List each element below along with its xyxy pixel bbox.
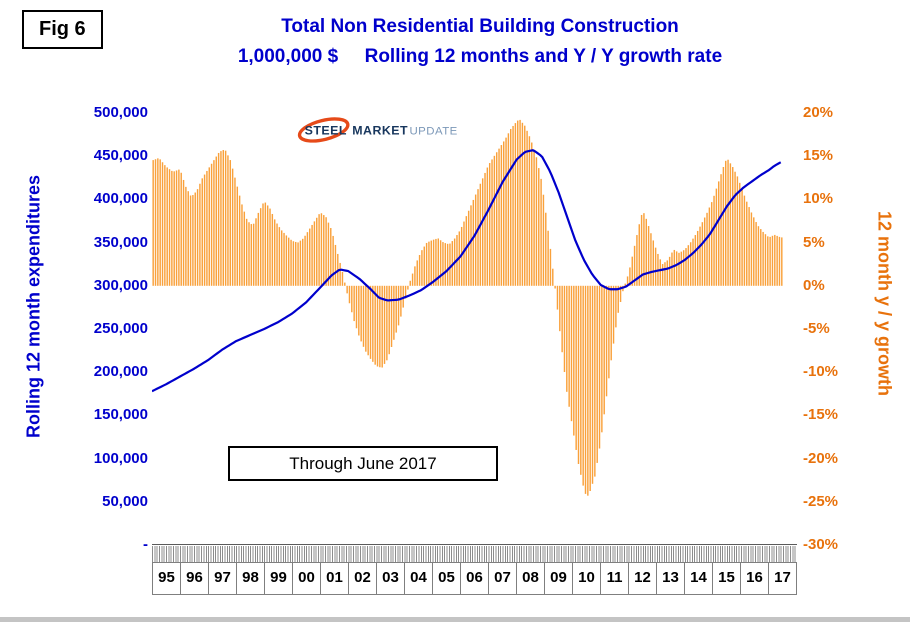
chart-plot [152, 119, 797, 545]
left-axis-tick: 100,000 [93, 449, 148, 467]
left-axis-tick: 200,000 [93, 363, 148, 381]
figure-label: Fig 6 [22, 10, 103, 49]
left-axis-tick: - [143, 536, 148, 553]
left-axis-tick: 500,000 [93, 104, 148, 121]
x-axis-minor-ticks [152, 546, 797, 562]
left-axis-tick: 400,000 [93, 190, 148, 208]
right-axis-tick: 0% [803, 276, 825, 294]
logo-swoosh-icon [297, 117, 350, 143]
x-axis-year-label: 14 [684, 563, 712, 594]
x-axis-year-label: 09 [544, 563, 572, 594]
x-axis-year-label: 07 [488, 563, 516, 594]
left-axis-tick: 250,000 [93, 320, 148, 337]
x-axis-year-label: 04 [404, 563, 432, 594]
right-axis-title: 12 month y / y growth [874, 210, 895, 397]
x-axis-year-label: 98 [236, 563, 264, 594]
left-axis-title: Rolling 12 month expenditures [23, 174, 44, 439]
left-axis-tick: 450,000 [93, 147, 148, 165]
x-axis-year-label: 96 [180, 563, 208, 594]
x-axis-year-label: 02 [348, 563, 376, 594]
x-axis-year-label: 99 [264, 563, 292, 594]
expenditure-line [152, 149, 782, 393]
right-axis-tick: 10% [803, 190, 834, 208]
annotation-through-date: Through June 2017 [228, 446, 498, 481]
x-axis-year-label: 11 [600, 563, 628, 594]
chart-title-line1: Total Non Residential Building Construct… [281, 16, 679, 37]
window-edge [0, 617, 910, 622]
left-axis-tick: 50,000 [102, 492, 148, 510]
right-axis-tick: 15% [803, 147, 834, 165]
x-axis-year-label: 00 [292, 563, 320, 594]
x-axis-year-label: 97 [208, 563, 236, 594]
chart-title-line2: 1,000,000 $ Rolling 12 months and Y / Y … [237, 46, 723, 67]
x-axis-year-labels: 95 96 97 98 99 00 01 02 03 04 05 06 07 08 09 10 11 12 13 14… [152, 562, 797, 595]
x-axis-year-label: 10 [572, 563, 600, 594]
x-axis-year-label: 03 [376, 563, 404, 594]
logo-graphic: STEEL MARKET UPDATE [297, 117, 457, 143]
x-axis-year-label: 01 [320, 563, 348, 594]
x-axis-year-label: 05 [432, 563, 460, 594]
x-axis-year-label: 13 [656, 563, 684, 594]
right-axis-tick: -10% [803, 363, 839, 381]
right-axis-tick: -15% [803, 406, 839, 424]
x-axis-year-label: 16 [740, 563, 768, 594]
right-axis-tick: -20% [803, 449, 839, 467]
x-axis-year-label: 08 [516, 563, 544, 594]
x-axis-year-label: 95 [158, 569, 175, 586]
growth-bars [152, 119, 783, 496]
right-axis-tick: -25% [803, 492, 839, 510]
smu-logo: STEEL MARKET UPDATE [297, 114, 459, 149]
chart-title: Total Non Residential Building Construct… [100, 16, 860, 68]
x-axis-year-label: 06 [460, 563, 488, 594]
right-axis-tick: -5% [803, 320, 830, 337]
logo-text-update: UPDATE [409, 126, 457, 138]
x-axis-year-label: 12 [628, 563, 656, 594]
left-axis-tick: 300,000 [93, 276, 148, 294]
left-axis-tick: 350,000 [93, 233, 148, 251]
right-axis-tick: 5% [803, 233, 825, 251]
right-axis-tick: -30% [803, 536, 839, 553]
logo-text-market: MARKET [352, 124, 408, 138]
x-axis-year-label: 17 [768, 563, 796, 594]
left-axis-tick: 150,000 [93, 406, 148, 424]
x-axis-year-label: 15 [712, 563, 740, 594]
logo-text-steel: STEEL [305, 124, 347, 138]
right-axis-tick: 20% [803, 104, 834, 121]
